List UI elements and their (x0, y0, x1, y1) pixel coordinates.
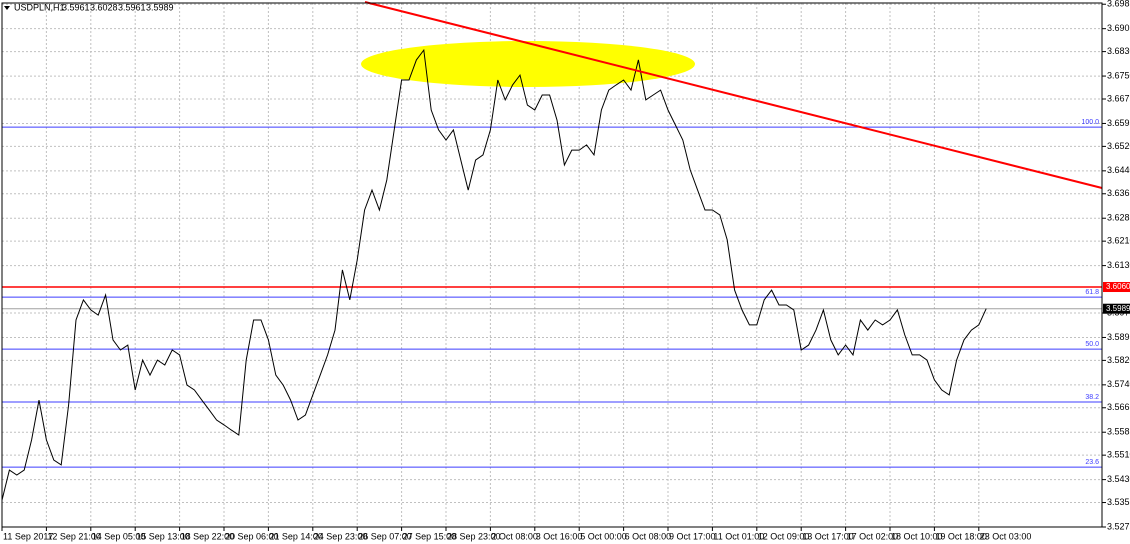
y-tick-label: 3.6210 (1107, 236, 1130, 246)
y-tick-label: 3.5740 (1107, 379, 1130, 389)
y-tick-label: 3.5355 (1107, 497, 1130, 507)
fibo-level-label: 61.8 (1085, 289, 1099, 296)
x-tick-label: 27 Sep 15:00 (403, 531, 457, 541)
y-tick-label: 3.6905 (1107, 23, 1130, 33)
x-tick-label: 11 Oct 01:00 (713, 531, 764, 541)
fibo-level-label: 50.0 (1085, 341, 1099, 348)
y-tick-label: 3.5820 (1107, 355, 1130, 365)
y-tick-label: 3.6830 (1107, 46, 1130, 56)
x-tick-label: 2 Oct 08:00 (491, 531, 538, 541)
plot (1, 48, 987, 501)
x-tick-label: 18 Sep 22:00 (181, 531, 235, 541)
x-tick-label: 24 Sep 23:00 (314, 531, 368, 541)
x-tick-label: 19 Oct 18:00 (935, 531, 987, 541)
y-tick-label: 3.6365 (1107, 188, 1130, 198)
y-tick-label: 3.6285 (1107, 213, 1130, 223)
y-tick-label: 3.5585 (1107, 427, 1130, 437)
y-tick-label: 3.6440 (1107, 165, 1130, 175)
x-tick-label: 17 Oct 02:00 (847, 531, 899, 541)
y-tick-label: 3.6520 (1107, 141, 1130, 151)
x-tick-label: 13 Oct 17:00 (802, 531, 854, 541)
fibo-level-label: 100.0 (1081, 119, 1099, 126)
y-tick-label: 3.5275 (1107, 521, 1130, 531)
price-label: 3.5989 (1106, 304, 1130, 313)
y-tick-label: 3.5665 (1107, 402, 1130, 412)
x-tick-label: 5 Oct 00:00 (580, 531, 627, 541)
x-tick-label: 3 Oct 16:00 (536, 531, 583, 541)
y-tick-label: 3.6750 (1107, 70, 1130, 80)
y-tick-label: 3.5430 (1107, 474, 1130, 484)
y-tick-label: 3.6675 (1107, 93, 1130, 103)
x-tick-label: 20 Sep 06:00 (225, 531, 279, 541)
fibo-level-label: 23.6 (1085, 459, 1099, 466)
y-tick-label: 3.5895 (1107, 332, 1130, 342)
price-line-series (1, 48, 987, 501)
x-tick-label: 23 Oct 03:00 (980, 531, 1032, 541)
x-tick-label: 12 Sep 21:00 (47, 531, 101, 541)
fibo-levels: 100.0 61.8 50.0 38.2 23.6 (2, 119, 1102, 468)
menu-icon[interactable] (4, 6, 10, 10)
ohlc-value: 3.5961 (118, 2, 146, 12)
price-label-box (1103, 282, 1130, 293)
x-tick-label: 15 Sep 13:00 (136, 531, 190, 541)
fibo-level-label: 38.2 (1085, 394, 1099, 401)
price-label-box (1103, 303, 1130, 314)
chart-title: USDPLN,H1 (14, 2, 65, 12)
x-tick-label: 14 Sep 05:00 (92, 531, 146, 541)
highlight-ellipse (361, 41, 695, 87)
y-tick-label: 3.6595 (1107, 118, 1130, 128)
x-tick-label: 26 Sep 07:00 (358, 531, 412, 541)
ohlc-value: 3.5961 (62, 2, 90, 12)
y-tick-label: 3.5510 (1107, 450, 1130, 460)
x-tick-label: 18 Oct 10:00 (891, 531, 943, 541)
x-tick-label: 6 Oct 08:00 (625, 531, 672, 541)
price-label: 3.6060 (1106, 282, 1130, 291)
ohlc-value: 3.6028 (90, 2, 118, 12)
x-tick-label: 11 Sep 2017 (3, 531, 53, 541)
y-tick-label: 3.6130 (1107, 260, 1130, 270)
ohlc-value: 3.5989 (146, 2, 174, 12)
plot-frame (1, 2, 1103, 528)
x-tick-label: 12 Oct 09:00 (758, 531, 810, 541)
trend-line (364, 1, 1103, 189)
x-tick-label: 21 Sep 14:00 (269, 531, 323, 541)
y-tick-label: 3.6985 (1107, 0, 1130, 9)
x-tick-label: 9 Oct 17:00 (669, 531, 716, 541)
x-tick-label: 28 Sep 23:00 (447, 531, 501, 541)
